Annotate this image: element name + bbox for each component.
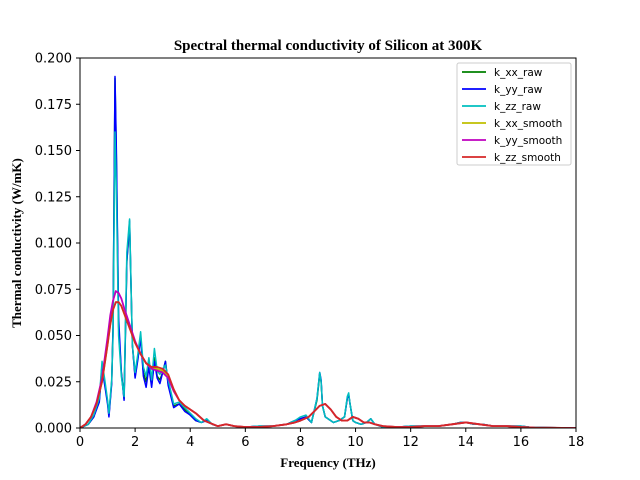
- x-tick-label: 4: [186, 435, 194, 450]
- x-tick-label: 18: [568, 435, 585, 450]
- x-tick-label: 6: [241, 435, 249, 450]
- y-tick-label: 0.025: [35, 375, 72, 390]
- series-line-k-zz-smooth: [80, 301, 576, 428]
- x-tick-label: 8: [296, 435, 304, 450]
- series-layer: [80, 75, 576, 428]
- y-tick-label: 0.075: [35, 283, 72, 298]
- x-tick-label: 10: [347, 435, 364, 450]
- y-axis: 0.000 0.025 0.050 0.075 0.100 0.125 0.150 0.175…: [35, 52, 80, 437]
- legend-label: k_yy_smooth: [494, 135, 562, 147]
- legend-label: k_zz_smooth: [494, 152, 561, 164]
- y-tick-label: 0.150: [35, 144, 72, 159]
- legend-label: k_xx_raw: [494, 67, 543, 79]
- legend: k_xx_raw k_yy_raw k_zz_raw k_xx_smooth k_yy_…: [456, 62, 572, 166]
- chart-title: Spectral thermal conductivity of Silicon…: [174, 38, 483, 54]
- y-tick-label: 0.000: [35, 422, 72, 437]
- legend-label: k_zz_raw: [494, 101, 541, 113]
- y-axis-label: Thermal conductivity (W/mK): [9, 158, 24, 328]
- y-tick-label: 0.175: [35, 98, 72, 113]
- y-tick-label: 0.200: [35, 52, 72, 67]
- y-tick-label: 0.100: [35, 237, 72, 252]
- x-tick-label: 0: [76, 435, 84, 450]
- x-tick-label: 16: [513, 435, 530, 450]
- x-tick-label: 14: [458, 435, 475, 450]
- x-axis-label: Frequency (THz): [280, 455, 375, 470]
- y-tick-label: 0.125: [35, 190, 72, 205]
- legend-label: k_yy_raw: [494, 84, 543, 96]
- x-axis: 0 2 4 6 8 10 12 14 16 18: [76, 428, 584, 450]
- y-tick-label: 0.050: [35, 329, 72, 344]
- legend-label: k_xx_smooth: [494, 118, 562, 130]
- x-tick-label: 12: [402, 435, 419, 450]
- x-tick-label: 2: [131, 435, 139, 450]
